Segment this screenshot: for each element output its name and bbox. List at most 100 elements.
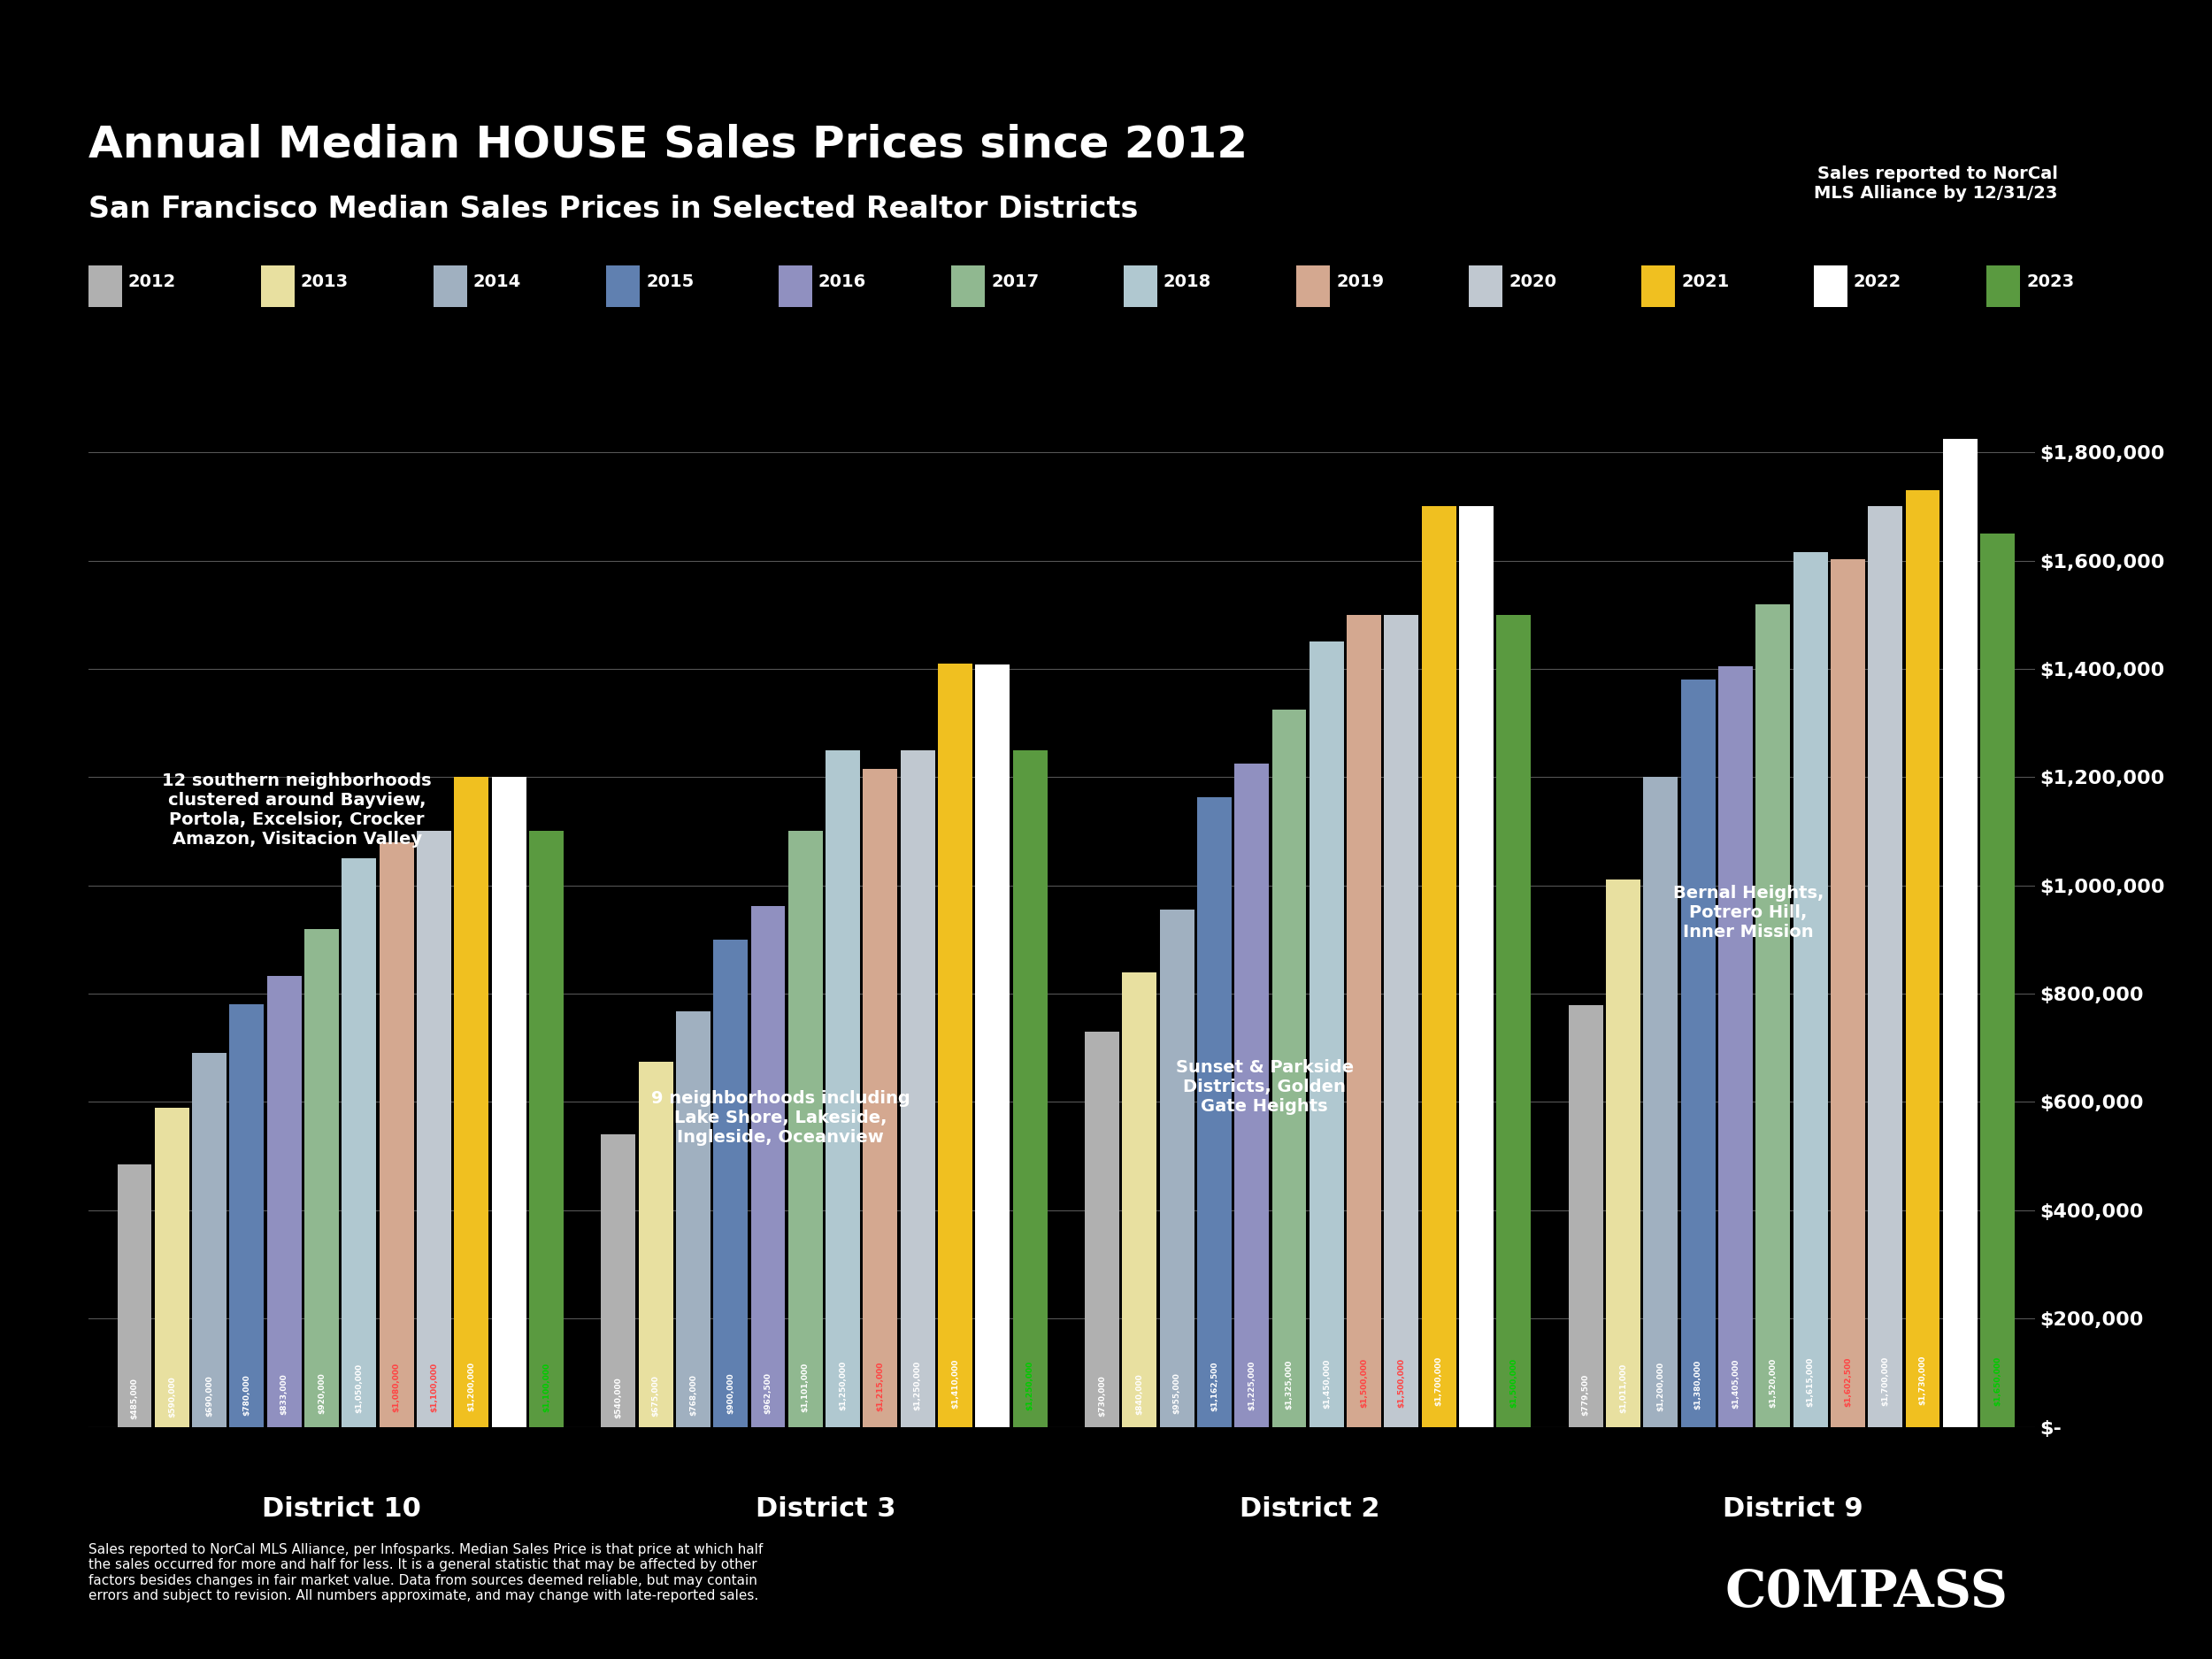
Bar: [529, 831, 564, 1427]
Text: $1,162,500: $1,162,500: [1210, 1362, 1219, 1412]
Text: $1,250,000: $1,250,000: [914, 1360, 922, 1410]
Bar: [1197, 798, 1232, 1427]
Text: 2017: 2017: [991, 274, 1040, 290]
Text: San Francisco Median Sales Prices in Selected Realtor Districts: San Francisco Median Sales Prices in Sel…: [88, 194, 1139, 224]
Text: C0MPASS: C0MPASS: [1725, 1568, 2008, 1618]
Bar: [1568, 1005, 1604, 1427]
Bar: [1942, 438, 1978, 1427]
Bar: [938, 664, 973, 1427]
Text: Sales reported to NorCal
MLS Alliance by 12/31/23: Sales reported to NorCal MLS Alliance by…: [1814, 166, 2057, 202]
Text: $1,650,000: $1,650,000: [1993, 1357, 2002, 1407]
Bar: [1980, 534, 2015, 1427]
Bar: [1460, 506, 1493, 1427]
Text: $675,000: $675,000: [653, 1375, 659, 1417]
Bar: [1832, 559, 1865, 1427]
Bar: [1756, 604, 1790, 1427]
Text: $955,000: $955,000: [1172, 1372, 1181, 1413]
Text: $1,011,000: $1,011,000: [1619, 1364, 1628, 1413]
Text: $1,500,000: $1,500,000: [1511, 1359, 1517, 1408]
Text: 2019: 2019: [1336, 274, 1385, 290]
Text: $840,000: $840,000: [1135, 1374, 1144, 1415]
Text: $780,000: $780,000: [243, 1374, 250, 1415]
Text: $1,825,000: $1,825,000: [1955, 1354, 1964, 1404]
Text: $1,520,000: $1,520,000: [1770, 1357, 1776, 1407]
Bar: [416, 831, 451, 1427]
Text: $833,000: $833,000: [281, 1374, 288, 1415]
Bar: [155, 1107, 190, 1427]
Bar: [825, 750, 860, 1427]
Bar: [1013, 750, 1046, 1427]
Bar: [1347, 615, 1380, 1427]
Text: $779,500: $779,500: [1582, 1374, 1590, 1415]
Text: $1,101,000: $1,101,000: [801, 1362, 810, 1412]
Text: 2016: 2016: [818, 274, 867, 290]
Text: $768,000: $768,000: [690, 1374, 697, 1415]
Bar: [1719, 667, 1752, 1427]
Text: $962,500: $962,500: [763, 1372, 772, 1413]
Text: $1,405,000: $1,405,000: [1732, 1359, 1739, 1408]
Bar: [1272, 710, 1307, 1427]
Bar: [230, 1004, 263, 1427]
Bar: [1310, 642, 1345, 1427]
Bar: [1422, 506, 1455, 1427]
Bar: [1681, 680, 1714, 1427]
Text: $1,730,000: $1,730,000: [1918, 1355, 1927, 1405]
Bar: [1606, 879, 1641, 1427]
Text: 2020: 2020: [1509, 274, 1557, 290]
Bar: [268, 975, 301, 1427]
Text: $920,000: $920,000: [319, 1372, 325, 1413]
Bar: [1867, 506, 1902, 1427]
Bar: [378, 843, 414, 1427]
Text: $1,700,000: $1,700,000: [1880, 1355, 1889, 1405]
Bar: [1159, 909, 1194, 1427]
Bar: [750, 906, 785, 1427]
Bar: [1905, 489, 1940, 1427]
Text: $900,000: $900,000: [726, 1374, 734, 1413]
Text: $1,100,000: $1,100,000: [429, 1362, 438, 1412]
Text: $1,700,000: $1,700,000: [1473, 1355, 1480, 1405]
Text: $730,000: $730,000: [1097, 1375, 1106, 1417]
Text: District 10: District 10: [263, 1496, 422, 1521]
Text: Bernal Heights,
Potrero Hill,
Inner Mission: Bernal Heights, Potrero Hill, Inner Miss…: [1672, 884, 1823, 941]
Bar: [305, 929, 338, 1427]
Bar: [602, 1135, 635, 1427]
Text: $1,410,000: $1,410,000: [951, 1359, 960, 1408]
Bar: [900, 750, 936, 1427]
Text: $1,325,000: $1,325,000: [1285, 1360, 1294, 1410]
Text: $690,000: $690,000: [206, 1375, 212, 1417]
Bar: [1385, 615, 1418, 1427]
Text: $1,200,000: $1,200,000: [504, 1362, 513, 1412]
Text: 2013: 2013: [301, 274, 349, 290]
Bar: [1498, 615, 1531, 1427]
Text: $1,500,000: $1,500,000: [1360, 1359, 1367, 1408]
Bar: [192, 1053, 226, 1427]
Text: $1,380,000: $1,380,000: [1694, 1359, 1701, 1408]
Text: District 9: District 9: [1723, 1496, 1863, 1521]
Bar: [453, 776, 489, 1427]
Text: $485,000: $485,000: [131, 1377, 139, 1418]
Text: $1,407,500: $1,407,500: [989, 1359, 998, 1408]
Text: $1,500,000: $1,500,000: [1398, 1359, 1405, 1408]
Bar: [1121, 972, 1157, 1427]
Text: 2018: 2018: [1164, 274, 1212, 290]
Text: District 3: District 3: [757, 1496, 896, 1521]
Text: $1,215,000: $1,215,000: [876, 1360, 885, 1410]
Text: District 2: District 2: [1239, 1496, 1380, 1521]
Bar: [1084, 1032, 1119, 1427]
Text: $540,000: $540,000: [615, 1377, 622, 1418]
Bar: [1794, 552, 1827, 1427]
Text: 12 southern neighborhoods
clustered around Bayview,
Portola, Excelsior, Crocker
: 12 southern neighborhoods clustered arou…: [161, 771, 431, 848]
Text: $1,700,000: $1,700,000: [1436, 1355, 1442, 1405]
Text: 2021: 2021: [1681, 274, 1730, 290]
Bar: [677, 1010, 710, 1427]
Text: $1,225,000: $1,225,000: [1248, 1360, 1256, 1410]
Text: 2022: 2022: [1854, 274, 1902, 290]
Text: Sales reported to NorCal MLS Alliance, per Infosparks. Median Sales Price is tha: Sales reported to NorCal MLS Alliance, p…: [88, 1543, 763, 1603]
Text: $1,200,000: $1,200,000: [1657, 1362, 1666, 1412]
Bar: [863, 770, 898, 1427]
Text: $1,050,000: $1,050,000: [356, 1364, 363, 1413]
Text: 2023: 2023: [2026, 274, 2075, 290]
Text: $1,250,000: $1,250,000: [1026, 1360, 1033, 1410]
Text: 2015: 2015: [646, 274, 695, 290]
Text: 2012: 2012: [128, 274, 177, 290]
